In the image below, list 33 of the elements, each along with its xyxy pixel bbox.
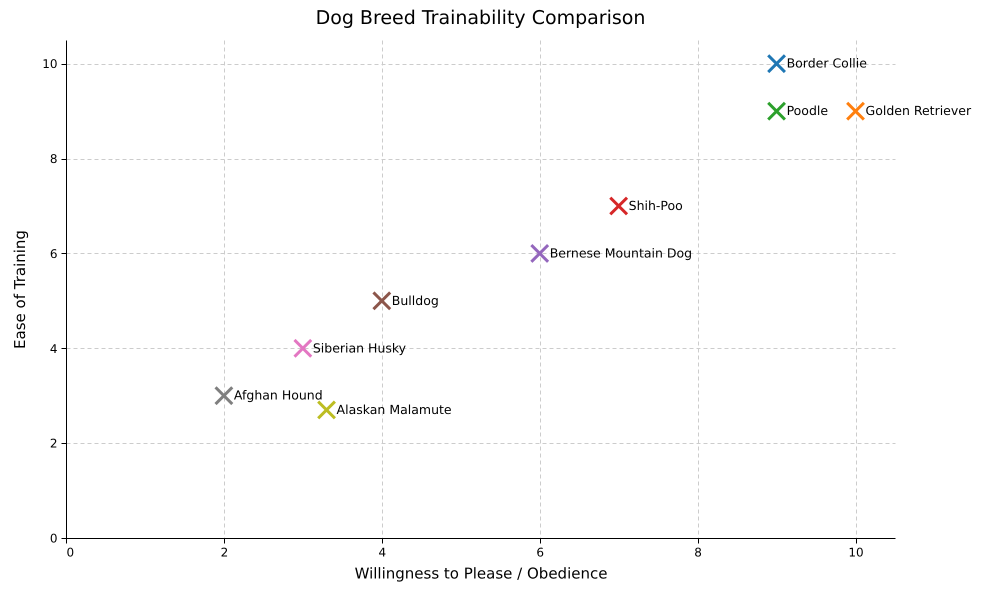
y-tick-label: 2 — [50, 436, 58, 451]
y-tick-label: 4 — [50, 342, 58, 356]
point — [530, 244, 550, 264]
point — [292, 338, 313, 358]
y-axis-title: Ease of Training — [11, 230, 30, 349]
series-label: Bernese Mountain Dog — [550, 245, 692, 260]
y-tick-label: 8 — [50, 152, 58, 166]
point — [846, 101, 866, 122]
x-tick-label: 0 — [66, 546, 74, 560]
series-label: Poodle — [786, 103, 828, 118]
x-tick-label: 2 — [220, 546, 228, 560]
y-tick-label: 10 — [42, 57, 58, 72]
series-label: Shih-Poo — [628, 198, 683, 213]
x-axis-title: Willingness to Please / Obedience — [354, 564, 608, 582]
series-label: Border Collie — [786, 56, 868, 71]
series-label: Siberian Husky — [312, 340, 407, 356]
series-label: Alaskan Malamute — [336, 402, 452, 417]
x-tick-label: 10 — [848, 546, 864, 560]
series-label: Afghan Hound — [234, 388, 323, 403]
x-tick-label: 8 — [694, 546, 702, 560]
y-tick-label: 0 — [50, 532, 58, 546]
point — [766, 101, 786, 122]
x-tick-label: 6 — [536, 546, 544, 560]
chart-title: Dog Breed Trainability Comparison — [316, 7, 646, 29]
point — [214, 386, 234, 406]
point — [766, 54, 786, 74]
y-tick-label: 6 — [50, 246, 58, 261]
point — [372, 290, 392, 311]
series-label: Bulldog — [392, 292, 439, 308]
point — [608, 196, 629, 216]
x-tick-label: 4 — [378, 546, 386, 560]
series-label: Golden Retriever — [866, 103, 972, 118]
point — [316, 400, 336, 420]
